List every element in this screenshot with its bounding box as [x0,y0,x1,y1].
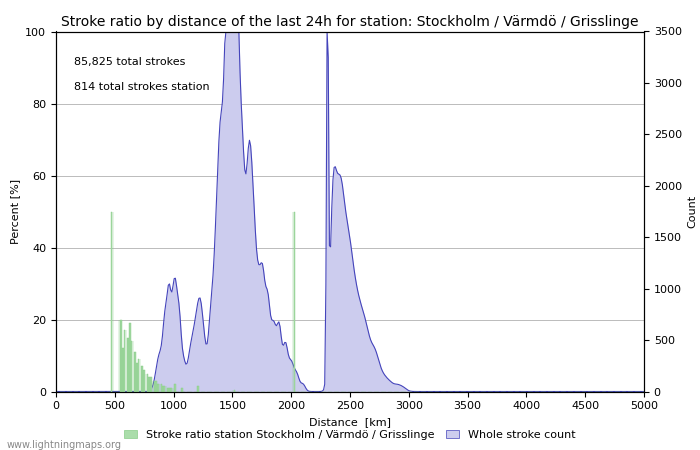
Bar [161,384,162,392]
Bar [173,388,174,392]
Bar [232,390,233,392]
Bar [144,370,145,392]
Text: 814 total strokes station: 814 total strokes station [74,82,209,92]
Bar [129,323,130,392]
Bar [197,386,198,391]
Bar [122,348,123,392]
Bar [182,388,183,392]
Bar [123,348,124,392]
Bar [158,384,160,392]
X-axis label: Distance  [km]: Distance [km] [309,417,391,427]
Bar [165,386,167,391]
Bar [128,338,129,392]
Bar [121,320,122,392]
Bar [147,374,148,392]
Bar [170,388,171,392]
Legend: Stroke ratio station Stockholm / Värmdö / Grisslinge, Whole stroke count: Stroke ratio station Stockholm / Värmdö … [120,425,580,445]
Bar [162,386,163,391]
Bar [132,341,134,392]
Bar [151,377,153,392]
Bar [140,359,141,392]
Y-axis label: Count: Count [687,195,697,228]
Text: www.lightningmaps.org: www.lightningmaps.org [7,440,122,450]
Y-axis label: Percent [%]: Percent [%] [10,179,20,244]
Bar [130,323,131,392]
Bar [136,363,137,392]
Bar [135,352,136,392]
Bar [125,330,127,392]
Bar [142,366,143,392]
Text: 85,825 total strokes: 85,825 total strokes [74,57,185,67]
Bar [137,363,138,392]
Bar [150,377,151,392]
Bar [156,381,157,392]
Bar [163,386,164,391]
Bar [294,212,295,392]
Bar [175,384,176,392]
Bar [149,377,150,392]
Bar [111,212,112,392]
Bar [181,388,182,392]
Bar [168,388,169,392]
Title: Stroke ratio by distance of the last 24h for station: Stockholm / Värmdö / Griss: Stroke ratio by distance of the last 24h… [62,15,638,29]
Bar [155,381,156,392]
Bar [169,388,170,392]
Bar [118,320,119,392]
Bar [164,386,165,391]
Bar [154,381,155,392]
